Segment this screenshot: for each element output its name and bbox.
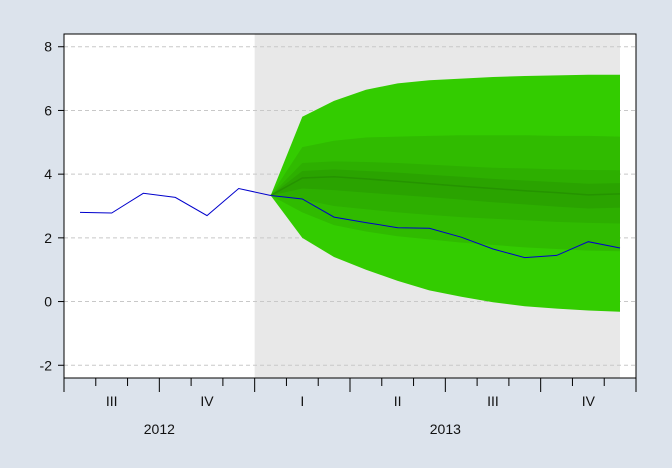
- x-quarter-label-0: III: [106, 393, 118, 409]
- x-year-label-1: 2013: [430, 421, 461, 437]
- y-tick-label-4: 6: [44, 102, 52, 118]
- x-quarter-label-3: II: [394, 393, 402, 409]
- x-quarter-label-2: I: [300, 393, 304, 409]
- fan-median-line: [270, 175, 621, 197]
- series-line-0: [79, 187, 621, 259]
- x-quarter-label-4: III: [487, 393, 499, 409]
- y-tick-label-5: 8: [44, 39, 52, 55]
- series-lines: [79, 187, 621, 259]
- x-quarter-label-1: IV: [200, 393, 214, 409]
- y-axis: -2 0 2 4 6 8: [40, 39, 64, 373]
- x-quarter-label-5: IV: [582, 393, 596, 409]
- fan-bands: [270, 74, 621, 312]
- x-year-label-0: 2012: [144, 421, 175, 437]
- y-tick-label-3: 4: [44, 166, 52, 182]
- y-tick-label-1: 0: [44, 294, 52, 310]
- y-tick-label-2: 2: [44, 230, 52, 246]
- fan-band-3: [270, 169, 620, 209]
- y-tick-label-0: -2: [40, 357, 53, 373]
